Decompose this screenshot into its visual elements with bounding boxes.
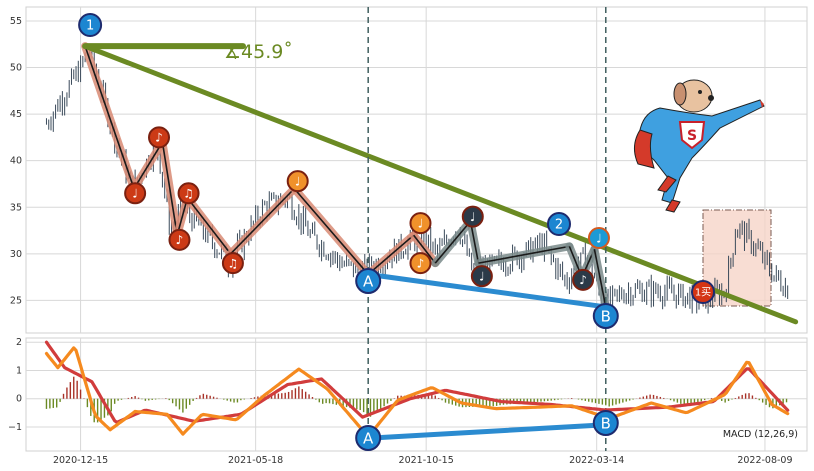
stroke-line — [434, 220, 472, 264]
macd-y-tick-label: 0 — [16, 394, 22, 405]
note-marker-label: ♩ — [295, 174, 301, 188]
stroke-line — [186, 197, 232, 255]
macd-lines — [44, 340, 790, 441]
note-marker-label: ♪ — [579, 273, 587, 287]
stroke-line — [230, 188, 295, 255]
price-y-tick-label: 55 — [10, 16, 22, 27]
start-marker-label: 1 — [86, 19, 94, 34]
divergence-b-marker-label: B — [601, 307, 611, 325]
note-marker — [286, 170, 309, 193]
price-y-ticks: 25 30 35 40 45 50 55 — [10, 16, 22, 306]
buy-marker — [691, 280, 715, 304]
stroke-line — [367, 234, 415, 275]
macd-y-tick-label: 2 — [16, 337, 22, 348]
dif-line — [44, 346, 790, 438]
price-y-tick-label: 45 — [10, 109, 22, 120]
resistance-trendline — [82, 43, 799, 325]
note-marker-label: ♩ — [479, 270, 485, 284]
note-marker — [572, 268, 595, 291]
stroke-line — [413, 234, 436, 264]
note-marker-label: ♪ — [417, 256, 425, 270]
macd-b-marker — [592, 410, 619, 436]
note-marker — [409, 212, 432, 235]
trend-lines — [82, 43, 799, 325]
note-marker-label: ♩ — [596, 231, 602, 245]
note-marker — [124, 182, 147, 205]
note-marker-label: ♪ — [155, 131, 163, 145]
price-y-tick-label: 40 — [10, 156, 22, 167]
note-marker — [470, 265, 493, 288]
macd-b-marker-label: B — [601, 414, 611, 432]
note-marker-label: ♩ — [132, 187, 138, 201]
x-tick-label: 2022-03-14 — [569, 455, 624, 466]
buy-marker-label: 1买 — [695, 287, 711, 299]
stroke-segments — [81, 42, 610, 311]
note-marker-label: ♪ — [176, 233, 184, 247]
price-y-tick-label: 30 — [10, 249, 22, 260]
stroke-line — [133, 141, 164, 190]
note-marker — [221, 252, 244, 275]
stroke-line — [593, 249, 607, 308]
svg-text:S: S — [687, 128, 697, 144]
divergence-b-marker — [592, 303, 619, 329]
x-tick-label: 2021-05-18 — [228, 455, 283, 466]
note-marker-label: ♩ — [470, 210, 476, 224]
price-y-tick-label: 25 — [10, 295, 22, 306]
macd-y-tick-label: 1 — [16, 365, 22, 376]
mid-marker-label: 2 — [555, 218, 563, 233]
angle-annotation: ∡45.9˚ — [224, 41, 293, 63]
mid-marker — [547, 212, 571, 236]
start-marker — [78, 13, 103, 37]
divergence-a-marker-label: A — [363, 272, 374, 290]
macd-label: MACD (12,26,9) — [723, 429, 798, 440]
macd-y-ticks: −1 0 1 2 — [8, 337, 22, 433]
macd-y-tick-label: −1 — [8, 422, 22, 433]
note-marker — [168, 228, 191, 251]
x-ticks: 2020-12-15 2021-05-18 2021-10-15 2022-03-14… — [53, 455, 793, 466]
note-marker — [461, 205, 484, 228]
note-marker-label: ♩ — [418, 216, 424, 230]
superhero-dog-illustration: S — [634, 79, 765, 213]
price-y-tick-label: 35 — [10, 202, 22, 213]
x-tick-label: 2020-12-15 — [53, 455, 108, 466]
note-marker-label: ♫ — [228, 256, 239, 270]
stroke-line — [84, 45, 135, 189]
chart-markers: ♩ ♪ ♪ ♫ ♫ ♩ ♩ ♪ ♩ ♩ ♪ ♩ 1 2 1买 A B A B — [78, 13, 715, 451]
stroke-line — [478, 245, 570, 264]
support-trendline — [365, 271, 609, 310]
note-marker-label: ♫ — [183, 187, 194, 201]
note-marker — [177, 182, 200, 205]
macd-a-marker-label: A — [363, 429, 374, 447]
divergence-a-marker — [355, 268, 382, 294]
note-marker — [148, 126, 171, 149]
x-tick-label: 2022-08-09 — [737, 455, 792, 466]
stroke-line — [161, 141, 178, 236]
price-y-tick-label: 50 — [10, 63, 22, 74]
stroke-line — [469, 221, 480, 264]
stroke-line — [293, 188, 369, 275]
macd-divergence-line — [365, 422, 609, 441]
note-marker — [409, 252, 432, 275]
macd-a-marker — [355, 425, 382, 451]
note-marker — [587, 226, 610, 249]
x-tick-label: 2021-10-15 — [399, 455, 454, 466]
